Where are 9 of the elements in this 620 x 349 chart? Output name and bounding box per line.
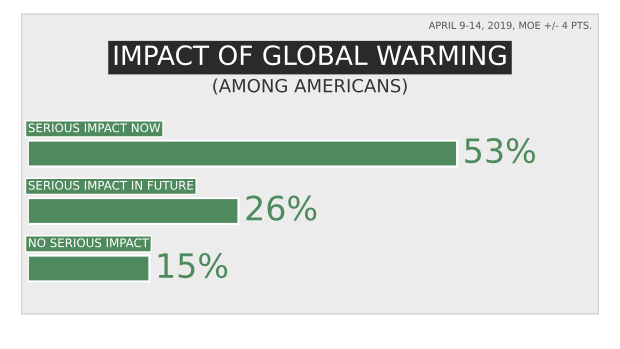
data-label: 53% [465, 138, 535, 164]
text: APRIL 9-14, 2019, MOE +/- 4 PTS. [428, 22, 592, 30]
y-tick-label: SERIOUS IMPACT NOW [28, 123, 160, 132]
y-tick-label: SERIOUS IMPACT IN FUTURE [28, 180, 194, 190]
y-tick-label: NO SERIOUS IMPACT [29, 238, 149, 248]
data-label: 26% [246, 196, 316, 221]
chart-subtitle: (AMONG AMERICANS) [213, 78, 407, 95]
data-label: 15% [158, 252, 228, 278]
chart-title: IMPACT OF GLOBAL WARMING [114, 45, 506, 66]
